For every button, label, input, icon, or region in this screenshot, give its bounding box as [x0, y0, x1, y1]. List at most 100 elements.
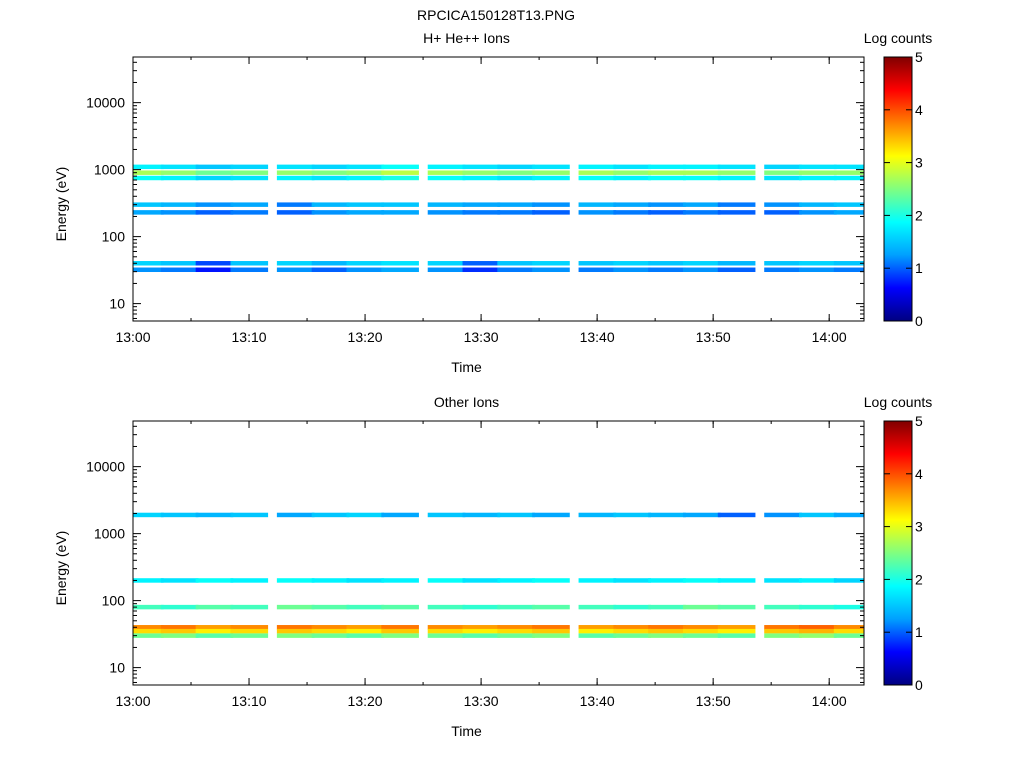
y-tick-label: 10000 — [86, 95, 125, 111]
heatmap-cell — [833, 164, 864, 170]
heatmap-cell — [160, 633, 199, 638]
heatmap-cell — [381, 261, 419, 266]
y-tick-label: 10000 — [86, 459, 125, 475]
x-tick-label: 13:50 — [696, 329, 731, 345]
heatmap-cell — [799, 628, 837, 634]
heatmap-cell — [195, 202, 234, 207]
heatmap-cell — [497, 633, 535, 638]
heatmap-cell — [717, 175, 756, 181]
heatmap-cell — [462, 633, 501, 638]
heatmap-cell — [648, 210, 686, 215]
heatmap-cell — [497, 512, 535, 518]
heatmap-cell — [195, 261, 234, 266]
heatmap-cell — [195, 164, 234, 170]
heatmap-cell — [532, 625, 570, 630]
plot-area — [133, 421, 864, 685]
heatmap-cell — [648, 578, 686, 583]
heatmap-cell — [133, 202, 164, 207]
heatmap-cell — [276, 633, 315, 638]
y-tick-label: 100 — [102, 229, 126, 245]
heatmap-cell — [717, 170, 756, 175]
heatmap-cell — [230, 267, 269, 273]
heatmap-cell — [648, 628, 686, 634]
heatmap-cell — [682, 625, 721, 630]
heatmap-cell — [833, 578, 864, 583]
heatmap-cell — [195, 210, 234, 215]
heatmap-cell — [613, 633, 652, 638]
heatmap-cell — [799, 633, 837, 638]
heatmap-cell — [648, 261, 686, 266]
heatmap-cell — [381, 175, 419, 181]
heatmap-cell — [682, 170, 721, 175]
heatmap-cell — [427, 633, 466, 638]
heatmap-cell — [682, 202, 721, 207]
heatmap-cell — [381, 628, 419, 634]
panel-other-ions: 13:00 13:10 13:20 13:30 13:40 13:50 14:0010100… — [53, 394, 932, 739]
heatmap-cell — [613, 164, 652, 170]
heatmap-cell — [276, 170, 315, 175]
heatmap-cell — [427, 164, 466, 170]
colorbar-tick-label: 3 — [915, 155, 923, 171]
heatmap-cell — [578, 628, 617, 634]
heatmap-cell — [276, 261, 315, 266]
heatmap-cell — [346, 512, 385, 518]
heatmap-cell — [195, 633, 234, 638]
heatmap-cell — [381, 164, 419, 170]
heatmap-cell — [462, 170, 501, 175]
heatmap-cell — [381, 267, 419, 273]
heatmap-cell — [346, 210, 385, 215]
heatmap-cell — [648, 202, 686, 207]
heatmap-cell — [497, 578, 535, 583]
heatmap-cell — [613, 512, 652, 518]
x-tick-label: 13:20 — [348, 329, 383, 345]
x-axis-label: Time — [451, 723, 482, 739]
heatmap-cell — [613, 170, 652, 175]
heatmap-cell — [427, 604, 466, 610]
heatmap-cell — [613, 628, 652, 634]
heatmap-cell — [578, 170, 617, 175]
heatmap-cell — [311, 267, 350, 273]
heatmap-cell — [578, 267, 617, 273]
heatmap-cell — [276, 267, 315, 273]
heatmap-cell — [532, 267, 570, 273]
heatmap-cell — [230, 633, 269, 638]
heatmap-cell — [833, 512, 864, 518]
heatmap-cell — [717, 261, 756, 266]
heatmap-cell — [799, 202, 837, 207]
heatmap-cell — [230, 578, 269, 583]
plot-area — [133, 57, 864, 321]
heatmap-cell — [799, 625, 837, 630]
heatmap-cell — [833, 604, 864, 610]
heatmap-cell — [311, 628, 350, 634]
heatmap-cell — [276, 175, 315, 181]
heatmap-cell — [133, 625, 164, 630]
axes-frame — [132, 420, 865, 686]
x-tick-label: 13:30 — [464, 693, 499, 709]
heatmap-cell — [276, 164, 315, 170]
heatmap-cell — [381, 170, 419, 175]
colorbar-label: Log counts — [864, 394, 933, 410]
heatmap-cell — [427, 261, 466, 266]
x-tick-label: 13:00 — [115, 329, 150, 345]
heatmap-cell — [613, 625, 652, 630]
heatmap-cell — [799, 164, 837, 170]
heatmap-cell — [717, 164, 756, 170]
heatmap-cell — [346, 604, 385, 610]
heatmap-cell — [381, 202, 419, 207]
heatmap-cell — [764, 578, 802, 583]
heatmap-cell — [133, 210, 164, 215]
heatmap-cell — [682, 175, 721, 181]
heatmap-cell — [427, 170, 466, 175]
heatmap-cell — [276, 578, 315, 583]
heatmap-cell — [497, 202, 535, 207]
heatmap-cell — [311, 261, 350, 266]
heatmap-cell — [578, 164, 617, 170]
heatmap-cell — [717, 210, 756, 215]
panel-title: Other Ions — [434, 394, 499, 410]
heatmap-cell — [346, 164, 385, 170]
heatmap-cell — [799, 210, 837, 215]
y-axis-label: Energy (eV) — [53, 167, 69, 242]
heatmap-cell — [717, 267, 756, 273]
heatmap-cell — [230, 210, 269, 215]
heatmap-cell — [578, 175, 617, 181]
